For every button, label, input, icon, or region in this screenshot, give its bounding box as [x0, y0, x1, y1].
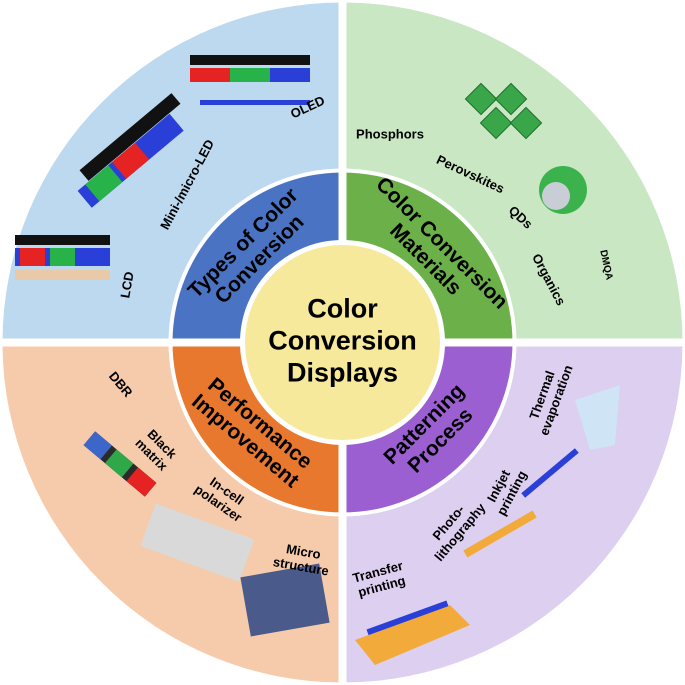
- item-label: Micro: [285, 541, 322, 562]
- center-title: Color: [307, 294, 378, 324]
- illustrations: [15, 55, 620, 665]
- item-label: Phosphors: [356, 126, 424, 141]
- center-title: Conversion: [268, 326, 417, 356]
- item-label: LCD: [117, 270, 136, 299]
- center-circle: [240, 240, 445, 445]
- center-title: Displays: [287, 358, 398, 388]
